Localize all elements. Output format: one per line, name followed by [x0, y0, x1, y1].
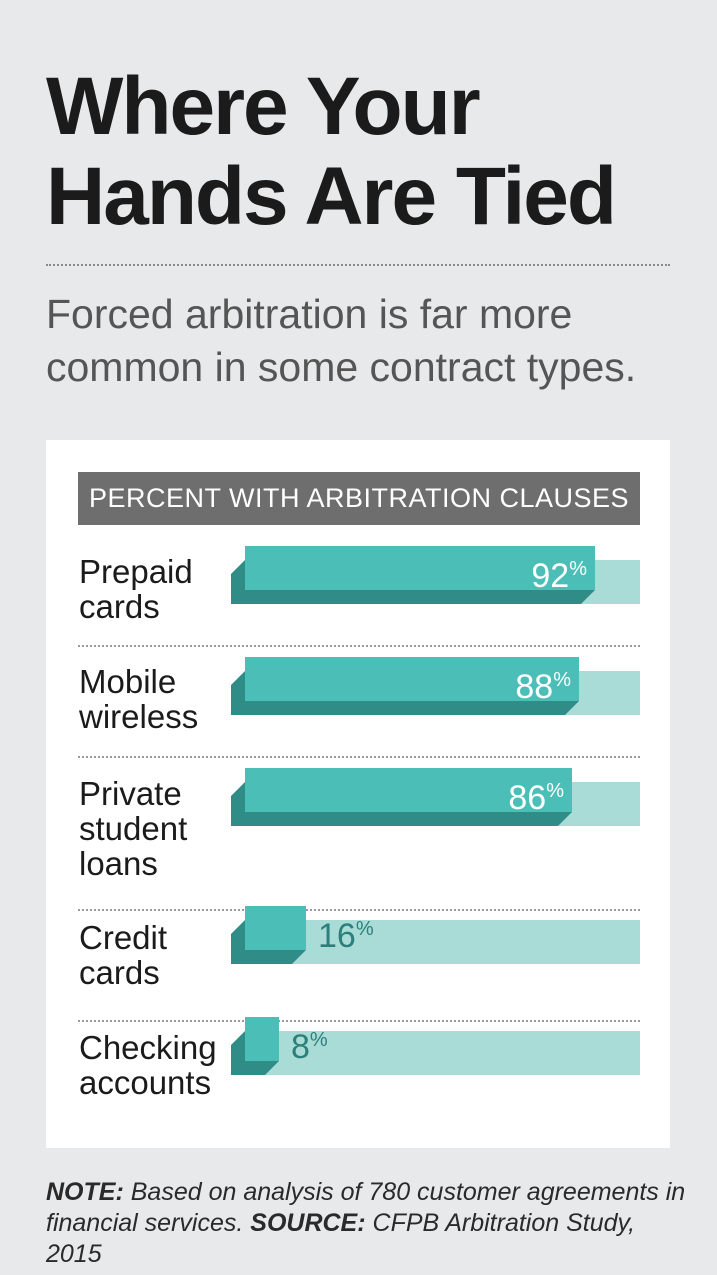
row-separator: [78, 909, 640, 911]
bar: [245, 906, 306, 950]
bar-track: [245, 1031, 640, 1075]
value-label: 92%: [531, 557, 587, 595]
bar: [245, 768, 572, 812]
note-text: Based on analysis of 780 customer agreem…: [46, 1178, 686, 1237]
value-label: 16%: [318, 917, 374, 955]
chart-panel: PERCENT WITH ARBITRATION CLAUSES Prepaid…: [46, 440, 670, 1148]
value-label: 8%: [291, 1028, 328, 1066]
category-label: Checking accounts: [79, 1029, 217, 1101]
note-label: NOTE:: [46, 1178, 124, 1206]
source-text: CFPB Arbitration Study, 2015: [46, 1209, 636, 1268]
footnote: NOTE: Based on analysis of 780 customer …: [46, 1177, 686, 1270]
page-title: Where Your Hands Are Tied: [46, 61, 617, 242]
value-label: 88%: [515, 668, 571, 706]
bar: [245, 546, 595, 590]
category-label: Private student loans: [79, 775, 188, 882]
bar: [245, 657, 579, 701]
category-label: Mobile wireless: [79, 663, 199, 735]
subtitle: Forced arbitration is far more common in…: [46, 291, 637, 390]
chart-title: PERCENT WITH ARBITRATION CLAUSES: [78, 472, 640, 525]
category-label: Credit cards: [79, 919, 168, 991]
row-separator: [78, 756, 640, 758]
source-label: SOURCE:: [250, 1209, 366, 1237]
bar: [245, 1017, 279, 1061]
row-separator: [78, 645, 640, 647]
value-label: 86%: [508, 779, 564, 817]
category-label: Prepaid cards: [79, 553, 193, 625]
bar-track: [245, 920, 640, 964]
row-separator: [78, 1020, 640, 1022]
title-divider: [46, 264, 670, 266]
